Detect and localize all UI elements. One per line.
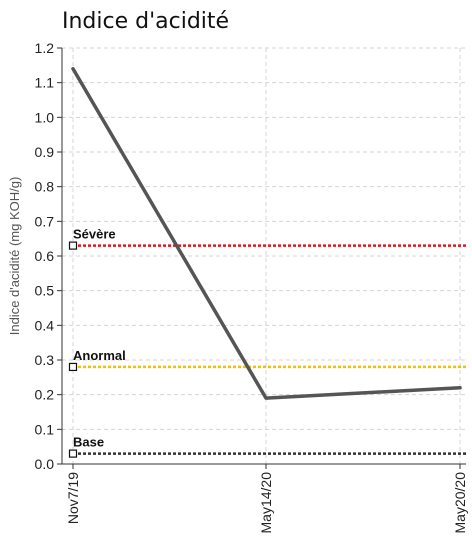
data-point — [458, 386, 462, 390]
threshold-lines: Sévère Anormal Base — [68, 227, 466, 458]
y-tick-label: 0.5 — [35, 283, 55, 299]
y-tick-label: 0.4 — [35, 317, 55, 333]
data-point — [71, 67, 75, 71]
y-tick-label: 0.9 — [35, 144, 55, 160]
threshold-marker — [68, 241, 78, 250]
y-tick-label: 0.3 — [35, 352, 55, 368]
y-axis-label: Indice d'acidité (mg KOH/g) — [7, 177, 22, 336]
threshold-label: Sévère — [73, 227, 116, 242]
y-tick-label: 0.8 — [35, 179, 55, 195]
threshold-marker — [68, 362, 78, 372]
y-ticks: 0.0 0.1 0.2 0.3 0.4 0.5 0.6 0.7 0.8 0.9 1.0 1.1 1.2 — [35, 40, 62, 472]
threshold-label: Base — [73, 435, 104, 450]
y-tick-label: 1.2 — [35, 40, 55, 56]
chart-title: Indice d'acidité — [62, 9, 229, 34]
y-tick-label: 1.1 — [35, 75, 55, 91]
y-tick-label: 0.1 — [35, 421, 55, 437]
x-tick-label: May20/20 — [452, 472, 468, 534]
threshold-marker — [68, 449, 78, 458]
grid — [62, 47, 466, 464]
series — [71, 67, 462, 400]
x-ticks: Nov7/19 May14/20 May20/20 — [65, 464, 468, 533]
y-tick-label: 0.0 — [35, 456, 55, 472]
y-tick-label: 1.0 — [35, 109, 55, 125]
y-tick-label: 0.7 — [35, 213, 55, 229]
threshold-label: Anormal — [73, 348, 126, 363]
y-tick-label: 0.6 — [35, 248, 55, 264]
x-tick-label: May14/20 — [258, 472, 274, 534]
x-tick-label: Nov7/19 — [65, 472, 81, 524]
y-tick-label: 0.2 — [35, 387, 55, 403]
data-point — [264, 396, 268, 400]
